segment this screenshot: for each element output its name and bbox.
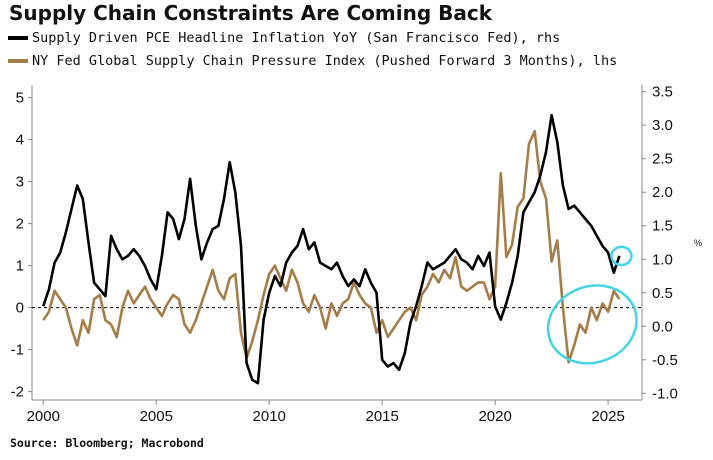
x-tick-label: 2005 <box>140 408 173 425</box>
right-axis-unit-marker: % <box>694 238 702 248</box>
pce-line <box>42 113 621 385</box>
left-tick-label: -2 <box>11 384 24 401</box>
right-tick-label: 2.0 <box>652 184 673 201</box>
legend-item-gscpi: NY Fed Global Supply Chain Pressure Inde… <box>8 53 617 69</box>
source-note: Source: Bloomberg; Macrobond <box>10 436 204 450</box>
right-tick-label: 1.0 <box>652 251 673 268</box>
left-tick-label: 4 <box>16 132 24 149</box>
x-tick-label: 2025 <box>591 408 624 425</box>
legend-label-pce: Supply Driven PCE Headline Inflation YoY… <box>32 30 561 46</box>
annotation-layer <box>546 245 638 365</box>
axes-group <box>28 85 646 405</box>
pce-highlight-circle <box>610 245 633 267</box>
right-tick-label: 0.5 <box>652 285 673 302</box>
x-tick-label: 2000 <box>27 408 60 425</box>
right-tick-label: -0.5 <box>652 352 678 369</box>
x-tick-label: 2015 <box>365 408 398 425</box>
right-tick-label: 1.5 <box>652 218 673 235</box>
right-tick-label: 3.0 <box>652 117 673 134</box>
series-layer <box>42 113 621 385</box>
left-tick-label: 2 <box>16 216 24 233</box>
right-tick-label: 3.5 <box>652 84 673 101</box>
right-tick-label: 0.0 <box>652 318 673 335</box>
left-tick-label: -1 <box>11 342 24 359</box>
x-tick-label: 2020 <box>478 408 511 425</box>
legend-swatch-pce <box>8 36 28 40</box>
tick-labels-layer: 5 4 3 2 1 0 -1 -2 3.5 3.0 2.5 2.0 1.5 1.0 0.5 0.0 -0.5 -1… <box>11 84 702 425</box>
right-tick-label: -1.0 <box>652 385 678 402</box>
gscpi-highlight-ellipse <box>546 284 638 365</box>
legend-label-gscpi: NY Fed Global Supply Chain Pressure Inde… <box>32 53 618 69</box>
right-tick-label: 2.5 <box>652 151 673 168</box>
x-tick-label: 2010 <box>253 408 286 425</box>
legend-item-pce: Supply Driven PCE Headline Inflation YoY… <box>8 30 560 46</box>
left-tick-label: 5 <box>16 90 24 107</box>
legend-swatch-gscpi <box>8 59 28 63</box>
gscpi-line <box>42 129 621 364</box>
left-tick-label: 0 <box>16 300 24 317</box>
left-tick-label: 1 <box>16 258 24 275</box>
left-tick-label: 3 <box>16 174 24 191</box>
chart-title: Supply Chain Constraints Are Coming Back <box>9 1 492 25</box>
